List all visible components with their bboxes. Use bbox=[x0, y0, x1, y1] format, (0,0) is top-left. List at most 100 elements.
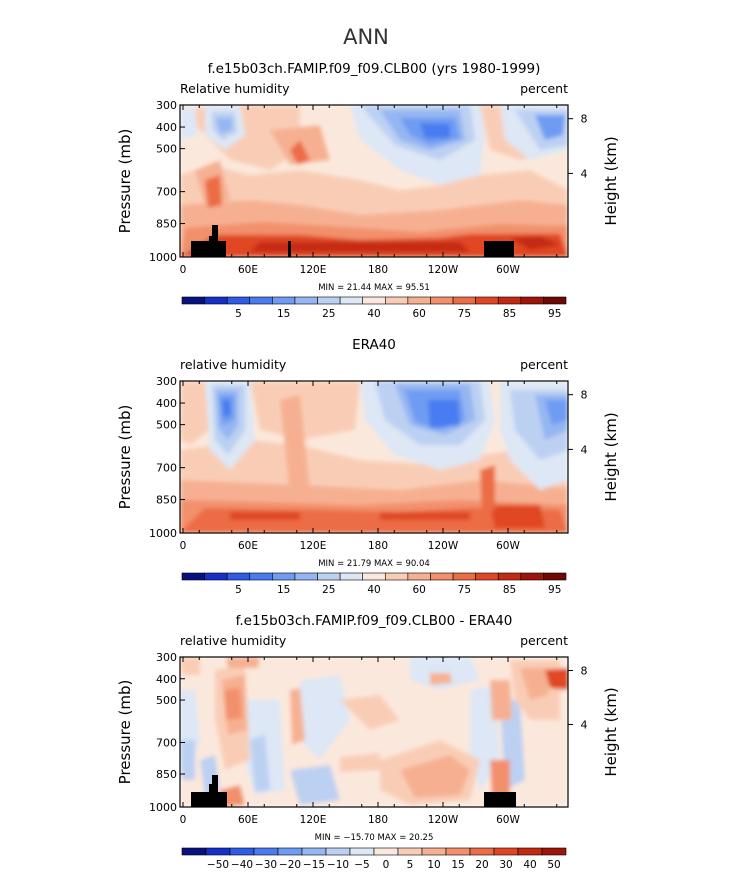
x-tick-label: 120W bbox=[428, 264, 459, 276]
colorbar-tick-label: 5 bbox=[235, 584, 242, 596]
colorbar-tick-label: 75 bbox=[458, 308, 471, 320]
colorbar-swatch bbox=[272, 572, 296, 581]
y-tick-label: 300 bbox=[156, 99, 177, 112]
axis-ticks: 0 60E 120E 180 120W 60W 300 400 500 700 850 1000 8 4 bbox=[149, 375, 588, 552]
colorbar-swatch bbox=[543, 296, 567, 305]
y2-tick-label: 8 bbox=[581, 113, 588, 126]
y-axis-label: Pressure (mb) bbox=[116, 680, 134, 785]
colorbar-swatch bbox=[339, 296, 364, 305]
y-tick-label: 500 bbox=[156, 419, 177, 432]
y-tick-label: 700 bbox=[156, 737, 177, 750]
colorbar-swatch bbox=[294, 572, 318, 581]
stats-label: MIN = 21.79 MAX = 90.04 bbox=[318, 559, 430, 569]
y-tick-label: 400 bbox=[156, 397, 177, 410]
colorbar-swatch bbox=[517, 847, 543, 856]
x-tick-label: 60E bbox=[238, 814, 258, 826]
colorbar-swatch bbox=[204, 572, 228, 581]
colorbar: 5 15 25 40 60 75 85 95 bbox=[181, 296, 567, 320]
plot-frame bbox=[179, 656, 569, 808]
colorbar-tick-label: 95 bbox=[548, 584, 561, 596]
axis-ticks: 0 60E 120E 180 120W 60W 300 400 500 700 850 1000 8 4 bbox=[149, 651, 588, 826]
colorbar-swatch bbox=[204, 296, 228, 305]
x-tick-label: 60E bbox=[238, 264, 258, 276]
figure-title: ANN bbox=[343, 25, 389, 49]
colorbar-tick-label: 5 bbox=[407, 859, 414, 871]
colorbar-swatch bbox=[421, 847, 447, 856]
y-axis-label: Pressure (mb) bbox=[116, 129, 134, 234]
colorbar-swatch bbox=[452, 296, 476, 305]
panel-title: f.e15b03ch.FAMIP.f09_f09.CLB00 - ERA40 bbox=[236, 613, 513, 629]
colorbar-swatch bbox=[497, 296, 522, 305]
colorbar-swatch bbox=[181, 847, 207, 856]
panel-observed: ERA40 relative humidity percent bbox=[116, 337, 620, 596]
colorbar-swatch bbox=[181, 296, 205, 305]
colorbar-swatch bbox=[430, 572, 454, 581]
y2-tick-label: 8 bbox=[581, 665, 588, 678]
colorbar-tick-label: 15 bbox=[277, 584, 290, 596]
colorbar-swatch bbox=[277, 847, 303, 856]
colorbar-tick-label: −50 bbox=[207, 859, 229, 871]
colorbar-tick-label: 85 bbox=[503, 584, 516, 596]
colorbar-tick-label: 50 bbox=[547, 859, 560, 871]
colorbar-tick-label: 0 bbox=[383, 859, 390, 871]
colorbar-tick-label: −20 bbox=[279, 859, 301, 871]
colorbar-swatch bbox=[226, 296, 251, 305]
colorbar-swatch bbox=[317, 296, 341, 305]
colorbar-tick-label: 40 bbox=[523, 859, 536, 871]
x-tick-label: 120E bbox=[300, 814, 327, 826]
colorbar-swatch bbox=[543, 572, 567, 581]
x-tick-label: 120W bbox=[428, 814, 459, 826]
colorbar-tick-label: −30 bbox=[255, 859, 277, 871]
y-tick-label: 500 bbox=[156, 143, 177, 156]
colorbar-tick-label: 30 bbox=[499, 859, 512, 871]
colorbar-swatch bbox=[430, 296, 454, 305]
variable-label: relative humidity bbox=[180, 633, 287, 648]
colorbar-swatch bbox=[229, 847, 255, 856]
panel-title: ERA40 bbox=[352, 337, 396, 353]
colorbar-swatch bbox=[520, 296, 544, 305]
panel-model: f.e15b03ch.FAMIP.f09_f09.CLB00 (yrs 1980… bbox=[116, 61, 620, 320]
contour-field bbox=[180, 105, 568, 257]
colorbar-swatch bbox=[249, 296, 273, 305]
y-tick-label: 400 bbox=[156, 121, 177, 134]
contour-field bbox=[180, 381, 568, 533]
colorbar-tick-label: 25 bbox=[322, 584, 335, 596]
plot-frame bbox=[179, 104, 569, 258]
variable-label: Relative humidity bbox=[180, 81, 290, 96]
y-tick-label: 400 bbox=[156, 673, 177, 686]
y-tick-label: 850 bbox=[156, 494, 177, 507]
x-tick-label: 180 bbox=[368, 264, 388, 276]
colorbar-swatch bbox=[475, 296, 499, 305]
x-tick-label: 0 bbox=[180, 264, 187, 276]
colorbar-tick-label: −10 bbox=[327, 859, 349, 871]
colorbar-swatch bbox=[541, 847, 567, 856]
y2-axis-label: Height (km) bbox=[602, 687, 620, 776]
x-tick-label: 120E bbox=[300, 264, 327, 276]
colorbar-tick-label: 75 bbox=[458, 584, 471, 596]
axis-ticks: 0 60E 120E 180 120W 60W 300 400 500 700 850 1000 8 4 bbox=[149, 99, 588, 276]
y2-tick-label: 4 bbox=[581, 719, 588, 732]
colorbar-swatch bbox=[362, 296, 386, 305]
x-tick-label: 0 bbox=[180, 540, 187, 552]
colorbar-tick-label: −5 bbox=[354, 859, 369, 871]
colorbar-swatch bbox=[339, 572, 364, 581]
stats-label: MIN = 21.44 MAX = 95.51 bbox=[318, 283, 430, 293]
y-tick-label: 850 bbox=[156, 768, 177, 781]
colorbar-tick-label: 10 bbox=[427, 859, 440, 871]
y-tick-label: 300 bbox=[156, 375, 177, 388]
y2-tick-label: 8 bbox=[581, 389, 588, 402]
y-tick-label: 300 bbox=[156, 651, 177, 664]
colorbar-swatch bbox=[301, 847, 327, 856]
colorbar-swatch bbox=[475, 572, 499, 581]
colorbar-swatch bbox=[497, 572, 522, 581]
colorbar-swatch bbox=[249, 572, 273, 581]
colorbar-tick-label: 40 bbox=[367, 584, 380, 596]
colorbar-tick-label: 60 bbox=[412, 308, 425, 320]
colorbar: 5 15 25 40 60 75 85 95 bbox=[181, 572, 567, 596]
units-label: percent bbox=[520, 81, 568, 96]
x-tick-label: 180 bbox=[368, 540, 388, 552]
contour-field bbox=[180, 657, 568, 807]
colorbar-swatch bbox=[452, 572, 476, 581]
colorbar-swatch bbox=[325, 847, 351, 856]
